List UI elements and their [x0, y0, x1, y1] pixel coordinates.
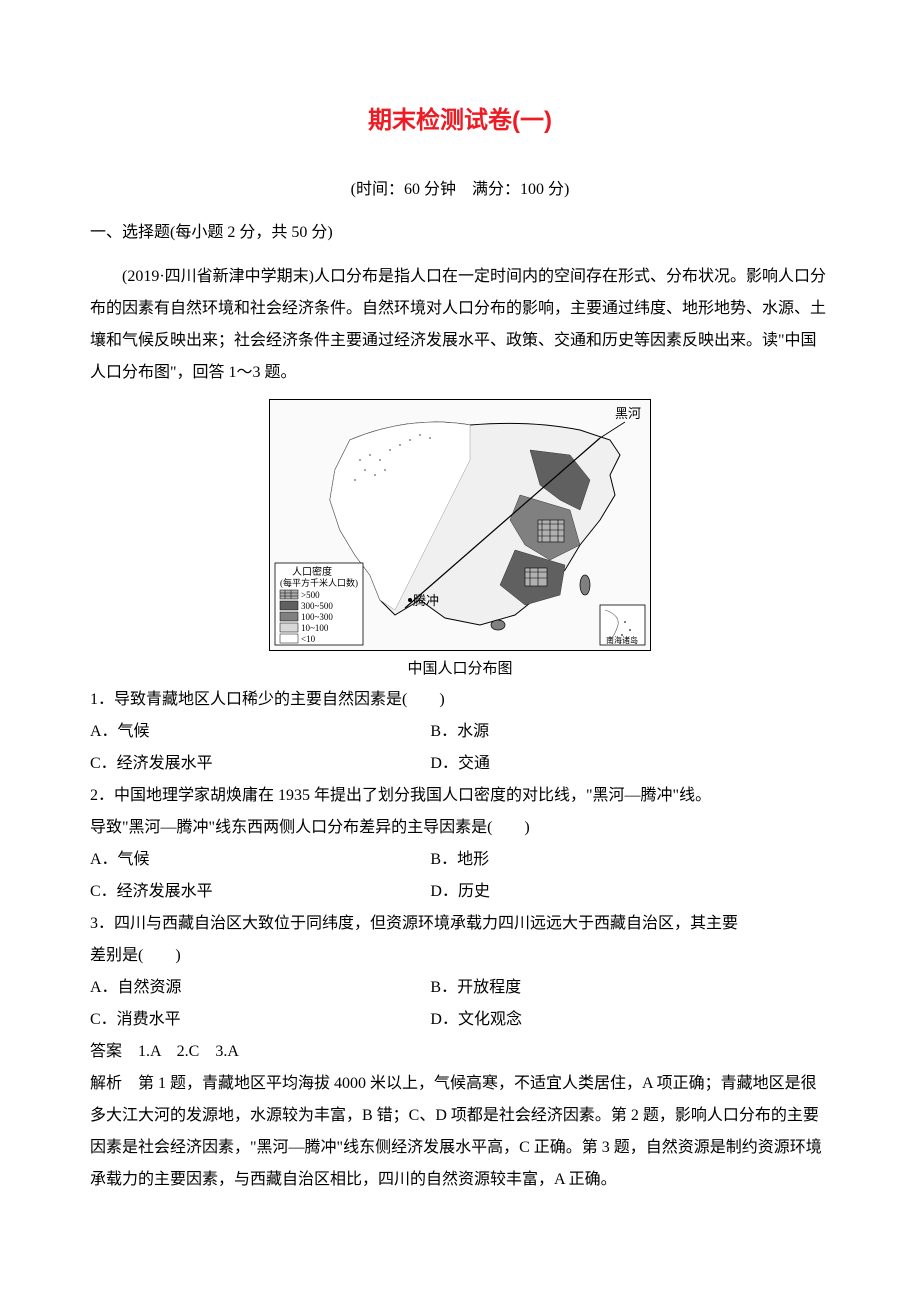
taiwan — [580, 575, 590, 595]
legend-item-3: 10~100 — [301, 623, 329, 633]
q3-stem-l1: 3．四川与西藏自治区大致位于同纬度，但资源环境承载力四川远远大于西藏自治区，其主… — [90, 908, 830, 940]
q3-opt-b: B．开放程度 — [430, 972, 830, 1004]
q2-options-row2: C．经济发展水平 D．历史 — [90, 876, 830, 908]
q3-stem-l2: 差别是( ) — [90, 940, 830, 972]
intro-paragraph: (2019·四川省新津中学期末)人口分布是指人口在一定时间内的空间存在形式、分布… — [90, 261, 830, 389]
q2-stem-l1: 2．中国地理学家胡焕庸在 1935 年提出了划分我国人口密度的对比线，"黑河—腾… — [90, 780, 830, 812]
legend-sub: (每平方千米人口数) — [280, 577, 358, 588]
legend-item-0: >500 — [301, 590, 320, 600]
explanation: 解析 第 1 题，青藏地区平均海拔 4000 米以上，气候高寒，不适宜人类居住，… — [90, 1068, 830, 1196]
q3-opt-d: D．文化观念 — [430, 1004, 830, 1036]
q2-stem-l2: 导致"黑河—腾冲"线东西两侧人口分布差异的主导因素是( ) — [90, 812, 830, 844]
map-svg: 黑河 腾冲 人口密度 (每平方千米人口数) >500 300~500 — [270, 400, 650, 650]
figure-caption: 中国人口分布图 — [90, 657, 830, 678]
q1-opt-c: C．经济发展水平 — [90, 748, 430, 780]
q3-options-row1: A．自然资源 B．开放程度 — [90, 972, 830, 1004]
section-1-head: 一、选择题(每小题 2 分，共 50 分) — [90, 217, 830, 249]
q1-options-row2: C．经济发展水平 D．交通 — [90, 748, 830, 780]
answers-line: 答案 1.A 2.C 3.A — [90, 1036, 830, 1068]
q1-stem: 1．导致青藏地区人口稀少的主要自然因素是( ) — [90, 684, 830, 716]
legend-item-1: 300~500 — [301, 601, 333, 611]
exam-title: 期末检测试卷(一) — [90, 100, 830, 135]
q2-opt-c: C．经济发展水平 — [90, 876, 430, 908]
heihe-pointer — [600, 422, 625, 438]
q1-opt-b: B．水源 — [430, 716, 830, 748]
q2-opt-d: D．历史 — [430, 876, 830, 908]
legend-title: 人口密度 — [292, 565, 332, 578]
q3-opt-c: C．消费水平 — [90, 1004, 430, 1036]
legend-item-4: <10 — [301, 634, 316, 644]
china-population-map: 黑河 腾冲 人口密度 (每平方千米人口数) >500 300~500 — [269, 399, 651, 651]
exam-timing: (时间：60 分钟 满分：100 分) — [90, 175, 830, 199]
figure-wrap: 黑河 腾冲 人口密度 (每平方千米人口数) >500 300~500 — [90, 399, 830, 678]
tengchong-dot — [408, 598, 412, 602]
q3-options-row2: C．消费水平 D．文化观念 — [90, 1004, 830, 1036]
label-heihe: 黑河 — [615, 406, 641, 421]
q1-options-row1: A．气候 B．水源 — [90, 716, 830, 748]
legend-item-2: 100~300 — [301, 612, 333, 622]
q2-options-row1: A．气候 B．地形 — [90, 844, 830, 876]
q1-opt-d: D．交通 — [430, 748, 830, 780]
q3-opt-a: A．自然资源 — [90, 972, 430, 1004]
label-nanhai: 南海诸岛 — [606, 635, 638, 645]
q2-opt-a: A．气候 — [90, 844, 430, 876]
exam-page: 期末检测试卷(一) (时间：60 分钟 满分：100 分) 一、选择题(每小题 … — [0, 0, 920, 1256]
label-tengchong: 腾冲 — [413, 593, 439, 608]
q2-opt-b: B．地形 — [430, 844, 830, 876]
q1-opt-a: A．气候 — [90, 716, 430, 748]
hainan — [491, 620, 505, 630]
